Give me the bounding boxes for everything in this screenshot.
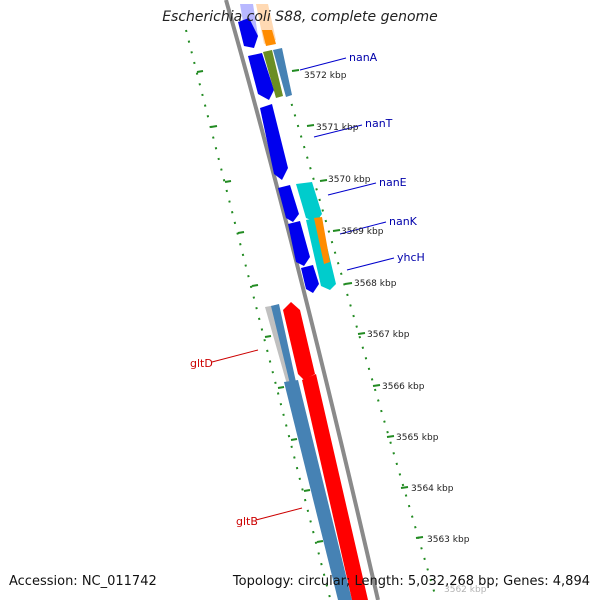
inner-tick (303, 489, 311, 492)
inner-tick (290, 438, 298, 441)
genome-summary-text: Topology: circular; Length: 5,032,268 bp… (232, 574, 590, 589)
gene-olive (263, 50, 283, 98)
leader-nanT (313, 124, 363, 138)
label-nanK: nanK (389, 215, 418, 228)
tick-mark-3 (332, 229, 341, 232)
tick-label-0: 3572 kbp (304, 71, 347, 81)
inner-tick (277, 386, 285, 389)
tick-label-7: 3565 kbp (396, 433, 439, 443)
map-title: Escherichia coli S88, complete genome (162, 9, 438, 25)
gene-nanE-cyan (296, 182, 322, 222)
tick-label-6: 3566 kbp (382, 382, 425, 392)
gene-nanK-orange (314, 217, 330, 264)
kbp-ticks: 3572 kbp 3571 kbp 3570 kbp 3569 kbp 3568… (291, 69, 487, 595)
tick-label-2: 3570 kbp (328, 175, 371, 185)
inner-tick (196, 70, 204, 73)
tick-mark-6 (372, 384, 381, 387)
gene-nanK (288, 221, 310, 266)
gene-gltD (283, 302, 315, 380)
tick-label-9: 3563 kbp (427, 535, 470, 545)
tick-mark-8 (400, 486, 409, 489)
label-nanE: nanE (379, 176, 407, 189)
tick-mark-2 (319, 179, 328, 182)
inner-tick (224, 180, 232, 183)
gene-gltB (302, 374, 368, 600)
gene-yhcH (301, 265, 319, 293)
gene-blue-top (238, 18, 258, 48)
accession-text: Accession: NC_011742 (9, 574, 157, 589)
tick-mark-4 (344, 282, 353, 285)
leader-yhcH (346, 257, 395, 271)
leader-gltB (255, 507, 303, 521)
inner-tick (251, 284, 259, 287)
tick-label-1: 3571 kbp (316, 123, 359, 133)
gene-nanA-cds (248, 53, 274, 100)
gene-nanA-steel (273, 48, 292, 97)
tick-label-4: 3568 kbp (354, 279, 397, 289)
label-yhcH: yhcH (397, 251, 425, 264)
gene-nanE (278, 185, 299, 222)
tick-label-3: 3569 kbp (341, 227, 384, 237)
tick-mark-5 (357, 332, 366, 335)
inner-ticks (196, 70, 324, 543)
genome-backbone (224, 0, 380, 600)
gene-nanT (260, 104, 288, 180)
label-nanA: nanA (349, 51, 378, 64)
label-gltB: gltB (236, 515, 258, 528)
leader-nanE (327, 182, 377, 196)
leader-nanK (339, 221, 387, 235)
tick-label-10: 3562 kbp (444, 585, 487, 595)
tick-mark-9 (415, 536, 424, 539)
inner-tick (237, 231, 245, 234)
leader-nanA (299, 57, 347, 71)
inner-tick (316, 540, 324, 543)
label-gltD: gltD (190, 357, 213, 370)
inner-tick (210, 125, 218, 128)
tick-mark-7 (386, 435, 395, 438)
tick-mark-0 (291, 69, 300, 72)
leader-gltD (211, 349, 259, 363)
gene-yhcH-cyan (306, 217, 336, 290)
gene-gltB-steel (284, 380, 352, 600)
label-nanT: nanT (365, 117, 393, 130)
tick-mark-1 (306, 124, 315, 127)
gene-gltD-steel (271, 304, 296, 384)
tick-label-8: 3564 kbp (411, 484, 454, 494)
tick-label-5: 3567 kbp (367, 330, 410, 340)
inner-tick (264, 335, 272, 338)
gene-orange-top (262, 30, 276, 46)
